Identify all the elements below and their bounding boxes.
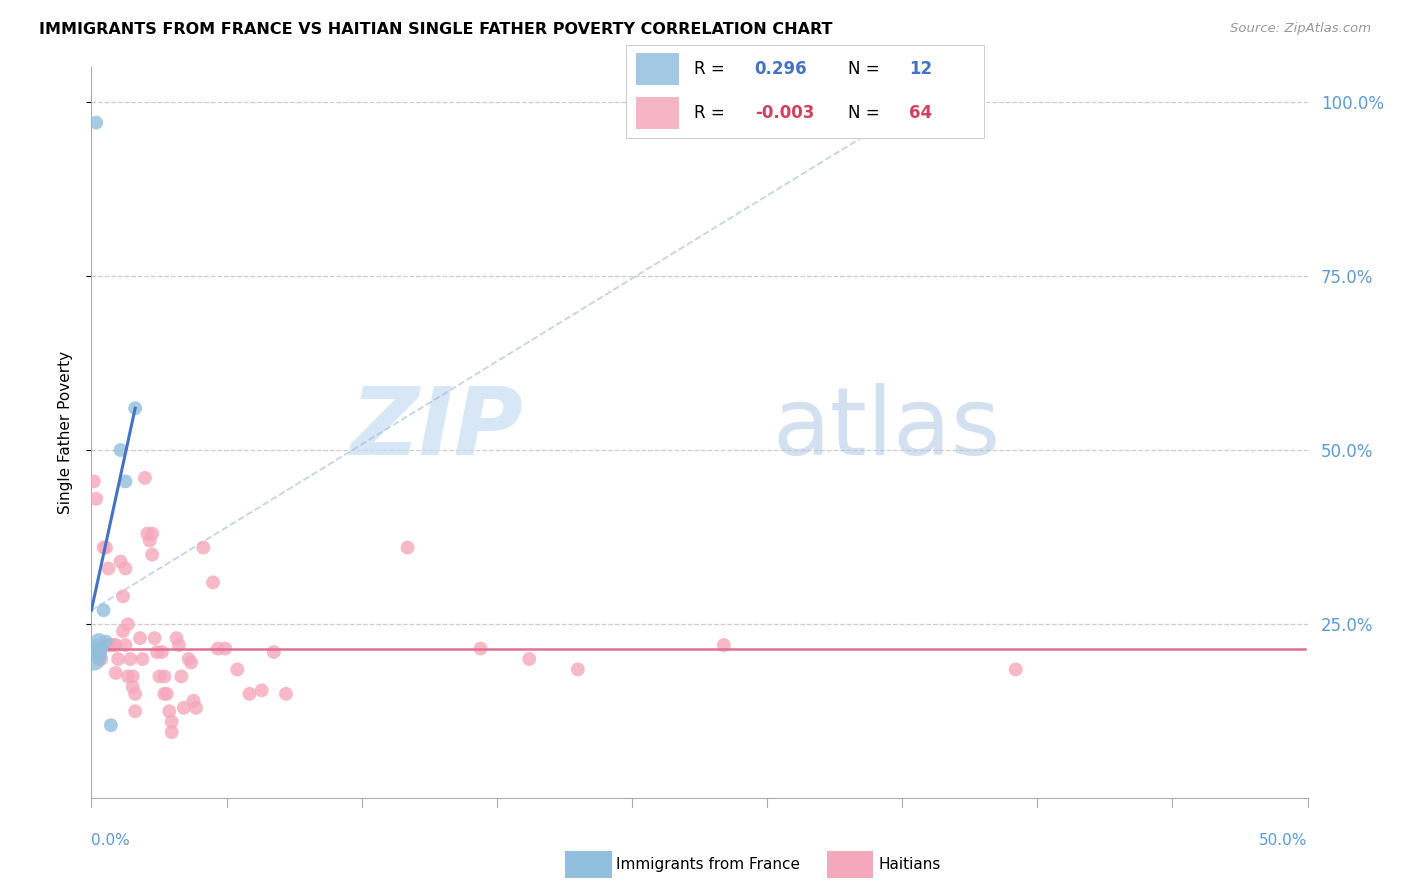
Text: Immigrants from France: Immigrants from France [616, 857, 800, 871]
Point [274, 687, 297, 701]
Point [141, 548, 163, 562]
Y-axis label: Single Father Poverty: Single Father Poverty [58, 351, 73, 514]
Text: ZIP: ZIP [350, 383, 523, 475]
Point [173, 700, 195, 714]
Point [83, 652, 105, 666]
Point [148, 669, 170, 683]
Point [111, 590, 134, 604]
Point [180, 656, 202, 670]
Point [100, 718, 122, 732]
Point [160, 725, 183, 739]
Text: R =: R = [693, 60, 724, 78]
Point [93, 541, 115, 555]
Point [110, 554, 132, 568]
Point [84, 491, 107, 506]
Point [263, 645, 285, 659]
Point [94, 634, 117, 648]
Text: 0.0%: 0.0% [91, 833, 131, 847]
Point [97, 561, 120, 575]
Point [114, 638, 136, 652]
Point [170, 669, 193, 683]
Point [470, 641, 492, 656]
Point [100, 638, 122, 652]
Point [87, 641, 110, 656]
Text: Source: ZipAtlas.com: Source: ZipAtlas.com [1230, 22, 1371, 36]
Text: atlas: atlas [772, 383, 1001, 475]
Point [250, 683, 273, 698]
Point [567, 663, 589, 677]
Point [1004, 663, 1026, 677]
Point [124, 401, 146, 416]
Point [121, 680, 143, 694]
Point [111, 624, 134, 639]
Point [124, 704, 146, 718]
Point [90, 641, 112, 656]
Point [214, 641, 236, 656]
Text: Haitians: Haitians [879, 857, 941, 871]
Point [153, 687, 176, 701]
Point [150, 645, 173, 659]
Point [713, 638, 735, 652]
Point [120, 652, 142, 666]
Point [134, 471, 156, 485]
Text: R =: R = [693, 104, 724, 122]
Point [93, 603, 115, 617]
Point [90, 652, 112, 666]
Point [166, 631, 188, 645]
Point [156, 687, 179, 701]
Point [103, 638, 125, 652]
Point [193, 541, 215, 555]
Point [83, 475, 105, 489]
Point [121, 669, 143, 683]
Text: 64: 64 [908, 104, 932, 122]
Point [131, 652, 153, 666]
Point [114, 475, 136, 489]
Point [87, 648, 110, 663]
Point [117, 669, 139, 683]
Text: N =: N = [848, 60, 880, 78]
Text: N =: N = [848, 104, 880, 122]
Point [238, 687, 260, 701]
Point [167, 638, 190, 652]
Point [183, 694, 205, 708]
Point [136, 526, 159, 541]
Point [114, 561, 136, 575]
Point [87, 652, 110, 666]
Point [184, 700, 207, 714]
Point [104, 638, 127, 652]
Point [117, 617, 139, 632]
Point [124, 687, 146, 701]
Point [207, 641, 229, 656]
Text: 0.296: 0.296 [755, 60, 807, 78]
Point [94, 541, 117, 555]
Point [177, 652, 200, 666]
Text: -0.003: -0.003 [755, 104, 814, 122]
Point [107, 652, 129, 666]
Point [141, 526, 163, 541]
Point [146, 645, 169, 659]
Point [153, 669, 176, 683]
Point [84, 115, 107, 129]
Point [86, 641, 108, 656]
Point [517, 652, 540, 666]
Text: 12: 12 [908, 60, 932, 78]
Point [129, 631, 152, 645]
Point [202, 575, 225, 590]
Point [87, 634, 110, 648]
Point [143, 631, 166, 645]
Bar [637, 97, 679, 129]
Point [139, 533, 162, 548]
Point [104, 665, 127, 680]
Text: 50.0%: 50.0% [1260, 833, 1308, 847]
Point [160, 714, 183, 729]
Bar [637, 53, 679, 85]
Point [226, 663, 249, 677]
Point [97, 638, 120, 652]
Point [157, 704, 180, 718]
Text: IMMIGRANTS FROM FRANCE VS HAITIAN SINGLE FATHER POVERTY CORRELATION CHART: IMMIGRANTS FROM FRANCE VS HAITIAN SINGLE… [39, 22, 832, 37]
Point [110, 443, 132, 458]
Point [396, 541, 419, 555]
